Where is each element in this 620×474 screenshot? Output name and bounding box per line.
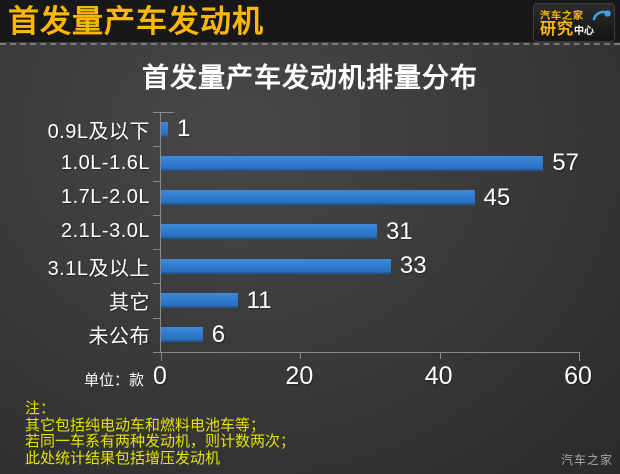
x-axis-tick-label: 60 [564, 362, 592, 390]
x-axis-tick-label: 0 [153, 362, 167, 390]
footnote-line: 此处统计结果包括增压发动机 [25, 449, 221, 467]
bar-value-label: 11 [246, 286, 272, 314]
y-axis-tick [153, 112, 161, 113]
watermark: 汽车之家 [560, 453, 613, 467]
bar [161, 155, 544, 171]
footnote-line: 若同一车系有两种发动机，则计数两次； [25, 433, 296, 450]
bar [161, 224, 377, 240]
bar-value-label: 33 [399, 252, 427, 280]
bar-row: 33 [161, 249, 579, 283]
chart-title: 首发量产车发动机排量分布 [142, 63, 478, 93]
swoosh-icon [592, 10, 611, 21]
logo-text-sub: 中心 [574, 26, 595, 37]
bar-row: 6 [161, 318, 579, 352]
bar-value-label: 57 [552, 149, 579, 177]
x-axis-labels: 0 20 40 60 [153, 362, 592, 392]
bar [161, 121, 168, 137]
category-label: 其它 [109, 292, 150, 315]
bar-value-label: 1 [176, 115, 191, 143]
footnotes: 注： 其它包括纯电动车和燃料电池车等； 若同一车系有两种发动机，则计数两次； 此处统… [25, 400, 296, 467]
bar [161, 293, 238, 309]
category-label: 1.7L-2.0L [60, 186, 150, 209]
category-labels: 0.9L及以下 1.0L-1.6L 1.7L-2.0L 2.1L-3.0L 3.1L及以… [0, 112, 150, 352]
category-label: 未公布 [88, 326, 150, 349]
bar-value-label: 6 [211, 320, 226, 348]
logo-text-line2: 研究中心 [540, 15, 594, 39]
y-axis-tick [153, 249, 161, 251]
bar [161, 190, 475, 206]
y-axis-tick [153, 146, 161, 148]
autohome-research-logo: 汽车之家 研究中心 [533, 3, 615, 42]
header-divider [0, 43, 620, 45]
bar-chart-plot: 1 57 45 31 33 11 6 [153, 112, 580, 361]
bar-row: 45 [161, 181, 579, 215]
logo-text-line1: 汽车之家 [540, 11, 584, 22]
unit-label: 单位：款 [83, 372, 144, 389]
y-axis-tick [153, 352, 161, 353]
header: 首发量产车发动机 汽车之家 研究中心 [0, 0, 620, 42]
y-axis-tick [153, 283, 161, 285]
y-axis-tick [153, 180, 161, 182]
page-title: 首发量产车发动机 [8, 4, 264, 39]
bar-value-label: 45 [483, 183, 511, 211]
y-axis-tick [153, 214, 161, 216]
x-axis-tick-label: 20 [285, 362, 314, 390]
x-axis-tick [439, 352, 441, 359]
bar-row: 31 [161, 215, 579, 249]
bar-row: 1 [161, 112, 579, 146]
x-axis-tick-label: 40 [424, 362, 453, 390]
bar-row: 57 [161, 146, 579, 180]
category-label: 3.1L及以上 [47, 257, 150, 280]
footnotes-title: 注： [25, 400, 56, 417]
bar [161, 258, 391, 274]
category-label: 1.0L-1.6L [60, 151, 150, 174]
x-axis-tick [300, 352, 302, 359]
y-axis-top-tick [161, 112, 174, 113]
logo-text-main: 研究 [540, 21, 575, 38]
footnote-line: 其它包括纯电动车和燃料电池车等； [25, 416, 266, 434]
category-label: 2.1L-3.0L [60, 220, 150, 243]
x-axis-tick [161, 352, 162, 361]
bar [161, 327, 203, 343]
category-label: 0.9L及以下 [47, 120, 150, 143]
y-axis-tick [153, 317, 161, 319]
x-axis-tick [579, 352, 580, 361]
bar-value-label: 31 [385, 217, 413, 245]
bar-row: 11 [161, 283, 579, 317]
